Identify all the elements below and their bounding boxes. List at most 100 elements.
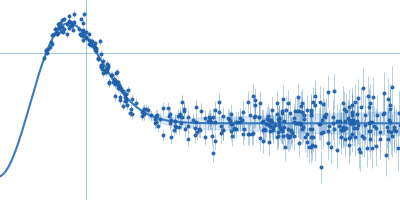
Point [285,102,292,105]
Point [318,165,324,169]
Point [240,110,247,113]
Point [340,129,346,132]
Point [219,115,226,118]
Point [120,104,126,107]
Point [193,120,199,123]
Point [296,141,302,144]
Point [331,89,337,92]
Point [276,120,283,123]
Point [312,144,319,147]
Point [280,120,287,123]
Point [356,147,362,150]
Point [42,48,49,51]
Point [155,124,162,127]
Point [88,40,94,43]
Point [266,141,272,144]
Point [172,126,179,129]
Point [94,56,101,59]
Point [266,129,273,132]
Point [288,128,294,132]
Point [298,102,305,105]
Point [260,119,266,123]
Point [238,119,245,122]
Point [274,136,280,139]
Point [366,106,373,109]
Point [49,33,55,36]
Point [153,120,160,123]
Point [86,42,92,46]
Point [360,136,367,140]
Point [269,120,275,123]
Point [64,22,70,26]
Point [350,118,357,121]
Point [346,136,352,140]
Point [237,120,244,123]
Point [308,110,314,113]
Point [58,30,64,33]
Point [308,108,315,111]
Point [252,104,258,107]
Point [260,128,266,132]
Point [347,121,353,125]
Point [349,110,355,113]
Point [123,99,129,102]
Point [365,94,371,97]
Point [264,118,270,121]
Point [265,114,272,117]
Point [141,108,148,111]
Point [47,46,54,49]
Point [346,143,352,146]
Point [152,118,158,121]
Point [346,135,353,138]
Point [382,153,389,156]
Point [330,115,336,118]
Point [140,109,146,112]
Point [292,110,298,113]
Point [210,151,216,155]
Point [117,95,123,98]
Point [376,131,383,134]
Point [129,112,136,116]
Point [120,89,126,92]
Point [348,103,355,107]
Point [207,116,213,119]
Point [343,109,349,112]
Point [297,123,303,126]
Point [232,127,239,130]
Point [123,92,130,95]
Point [231,126,238,129]
Point [104,68,110,71]
Point [349,119,355,122]
Point [338,128,344,131]
Point [165,107,171,110]
Point [270,126,276,129]
Point [60,30,66,33]
Point [283,108,289,112]
Point [166,115,172,118]
Point [317,101,323,104]
Point [346,118,352,122]
Point [220,129,226,132]
Point [88,43,94,46]
Point [294,96,301,99]
Point [296,121,303,125]
Point [352,101,358,104]
Point [385,129,391,132]
Point [396,112,400,115]
Point [364,146,370,149]
Point [225,116,231,119]
Point [127,111,133,114]
Point [252,114,258,117]
Point [386,119,392,122]
Point [310,135,316,138]
Point [228,122,234,125]
Point [80,39,86,42]
Point [256,115,262,119]
Point [182,128,188,131]
Point [373,144,379,148]
Point [113,80,119,83]
Point [308,143,315,147]
Point [229,123,236,126]
Point [102,69,108,72]
Point [301,114,308,117]
